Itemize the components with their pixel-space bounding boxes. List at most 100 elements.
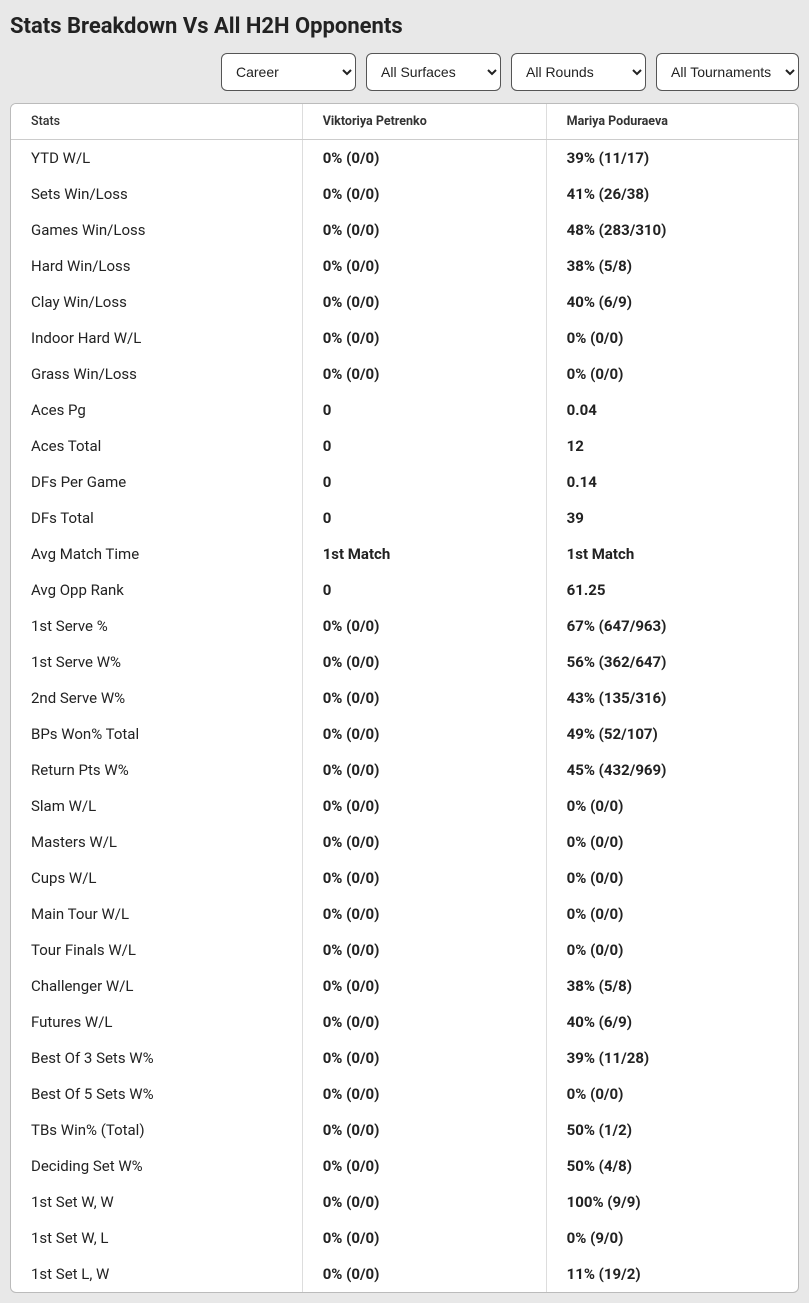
stat-label: DFs Total <box>11 500 302 536</box>
player1-value: 0% (0/0) <box>302 1148 546 1184</box>
player1-value: 0% (0/0) <box>302 1076 546 1112</box>
table-row: Slam W/L0% (0/0)0% (0/0) <box>11 788 798 824</box>
player2-value: 12 <box>546 428 798 464</box>
player1-value: 1st Match <box>302 536 546 572</box>
player1-value: 0% (0/0) <box>302 752 546 788</box>
table-row: 1st Set W, W0% (0/0)100% (9/9) <box>11 1184 798 1220</box>
stat-label: Deciding Set W% <box>11 1148 302 1184</box>
player2-value: 38% (5/8) <box>546 968 798 1004</box>
table-row: Indoor Hard W/L0% (0/0)0% (0/0) <box>11 320 798 356</box>
stat-label: Avg Opp Rank <box>11 572 302 608</box>
player1-value: 0% (0/0) <box>302 176 546 212</box>
player2-value: 39% (11/17) <box>546 140 798 177</box>
stat-label: Best Of 3 Sets W% <box>11 1040 302 1076</box>
player2-value: 49% (52/107) <box>546 716 798 752</box>
stat-label: Clay Win/Loss <box>11 284 302 320</box>
table-row: Tour Finals W/L0% (0/0)0% (0/0) <box>11 932 798 968</box>
table-row: BPs Won% Total0% (0/0)49% (52/107) <box>11 716 798 752</box>
stat-label: 1st Serve W% <box>11 644 302 680</box>
player2-value: 0% (0/0) <box>546 1076 798 1112</box>
player1-value: 0% (0/0) <box>302 860 546 896</box>
player1-value: 0 <box>302 500 546 536</box>
table-row: YTD W/L0% (0/0)39% (11/17) <box>11 140 798 177</box>
player1-value: 0 <box>302 428 546 464</box>
table-row: Masters W/L0% (0/0)0% (0/0) <box>11 824 798 860</box>
table-row: 1st Serve %0% (0/0)67% (647/963) <box>11 608 798 644</box>
player2-value: 0% (0/0) <box>546 932 798 968</box>
round-select[interactable]: All Rounds <box>511 53 646 91</box>
player2-value: 0.04 <box>546 392 798 428</box>
col-header-player1: Viktoriya Petrenko <box>302 104 546 140</box>
table-row: Hard Win/Loss0% (0/0)38% (5/8) <box>11 248 798 284</box>
stat-label: 1st Serve % <box>11 608 302 644</box>
stat-label: Cups W/L <box>11 860 302 896</box>
player2-value: 48% (283/310) <box>546 212 798 248</box>
player1-value: 0% (0/0) <box>302 896 546 932</box>
stat-label: 1st Set L, W <box>11 1256 302 1292</box>
player2-value: 40% (6/9) <box>546 1004 798 1040</box>
player2-value: 43% (135/316) <box>546 680 798 716</box>
stat-label: Tour Finals W/L <box>11 932 302 968</box>
player1-value: 0% (0/0) <box>302 1256 546 1292</box>
stat-label: Games Win/Loss <box>11 212 302 248</box>
stat-label: Avg Match Time <box>11 536 302 572</box>
player1-value: 0% (0/0) <box>302 248 546 284</box>
player1-value: 0% (0/0) <box>302 1040 546 1076</box>
player1-value: 0% (0/0) <box>302 680 546 716</box>
stats-table-wrap: Stats Viktoriya Petrenko Mariya Poduraev… <box>10 103 799 1293</box>
table-row: Avg Match Time1st Match1st Match <box>11 536 798 572</box>
player2-value: 11% (19/2) <box>546 1256 798 1292</box>
player1-value: 0% (0/0) <box>302 140 546 177</box>
stat-label: Aces Pg <box>11 392 302 428</box>
player2-value: 0% (9/0) <box>546 1220 798 1256</box>
table-row: Avg Opp Rank061.25 <box>11 572 798 608</box>
stat-label: 1st Set W, L <box>11 1220 302 1256</box>
stats-table: Stats Viktoriya Petrenko Mariya Poduraev… <box>11 104 798 1292</box>
table-row: DFs Per Game00.14 <box>11 464 798 500</box>
col-header-stats: Stats <box>11 104 302 140</box>
table-row: Best Of 5 Sets W%0% (0/0)0% (0/0) <box>11 1076 798 1112</box>
player1-value: 0% (0/0) <box>302 644 546 680</box>
table-row: Main Tour W/L0% (0/0)0% (0/0) <box>11 896 798 932</box>
player2-value: 50% (4/8) <box>546 1148 798 1184</box>
table-row: Sets Win/Loss0% (0/0)41% (26/38) <box>11 176 798 212</box>
stat-label: TBs Win% (Total) <box>11 1112 302 1148</box>
player2-value: 56% (362/647) <box>546 644 798 680</box>
table-row: 1st Serve W%0% (0/0)56% (362/647) <box>11 644 798 680</box>
stat-label: Return Pts W% <box>11 752 302 788</box>
table-row: 1st Set W, L0% (0/0)0% (9/0) <box>11 1220 798 1256</box>
stat-label: 2nd Serve W% <box>11 680 302 716</box>
stat-label: Best Of 5 Sets W% <box>11 1076 302 1112</box>
page-title: Stats Breakdown Vs All H2H Opponents <box>10 14 799 39</box>
player2-value: 0% (0/0) <box>546 860 798 896</box>
col-header-player2: Mariya Poduraeva <box>546 104 798 140</box>
table-row: DFs Total039 <box>11 500 798 536</box>
player1-value: 0% (0/0) <box>302 608 546 644</box>
stat-label: Grass Win/Loss <box>11 356 302 392</box>
player1-value: 0% (0/0) <box>302 212 546 248</box>
player2-value: 40% (6/9) <box>546 284 798 320</box>
player1-value: 0% (0/0) <box>302 932 546 968</box>
period-select[interactable]: Career <box>221 53 356 91</box>
stat-label: Sets Win/Loss <box>11 176 302 212</box>
player1-value: 0% (0/0) <box>302 356 546 392</box>
stat-label: Indoor Hard W/L <box>11 320 302 356</box>
player2-value: 39 <box>546 500 798 536</box>
stat-label: Hard Win/Loss <box>11 248 302 284</box>
tournament-select[interactable]: All Tournaments <box>656 53 799 91</box>
player2-value: 50% (1/2) <box>546 1112 798 1148</box>
player2-value: 0.14 <box>546 464 798 500</box>
player2-value: 0% (0/0) <box>546 824 798 860</box>
player2-value: 0% (0/0) <box>546 896 798 932</box>
player1-value: 0 <box>302 392 546 428</box>
player2-value: 0% (0/0) <box>546 320 798 356</box>
player2-value: 39% (11/28) <box>546 1040 798 1076</box>
player1-value: 0% (0/0) <box>302 1220 546 1256</box>
player2-value: 1st Match <box>546 536 798 572</box>
surface-select[interactable]: All Surfaces <box>366 53 501 91</box>
player1-value: 0% (0/0) <box>302 284 546 320</box>
stat-label: 1st Set W, W <box>11 1184 302 1220</box>
player2-value: 38% (5/8) <box>546 248 798 284</box>
player2-value: 0% (0/0) <box>546 788 798 824</box>
table-row: Futures W/L0% (0/0)40% (6/9) <box>11 1004 798 1040</box>
